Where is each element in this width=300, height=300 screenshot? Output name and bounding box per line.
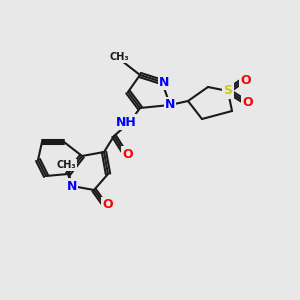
Text: N: N [67,179,77,193]
Text: CH₃: CH₃ [56,160,76,170]
Text: O: O [123,148,133,160]
Text: O: O [243,95,253,109]
Text: O: O [103,199,113,212]
Text: CH₃: CH₃ [109,52,129,62]
Text: N: N [165,98,175,112]
Text: O: O [241,74,251,86]
Text: N: N [159,76,169,88]
Text: NH: NH [116,116,136,128]
Text: S: S [224,85,232,98]
